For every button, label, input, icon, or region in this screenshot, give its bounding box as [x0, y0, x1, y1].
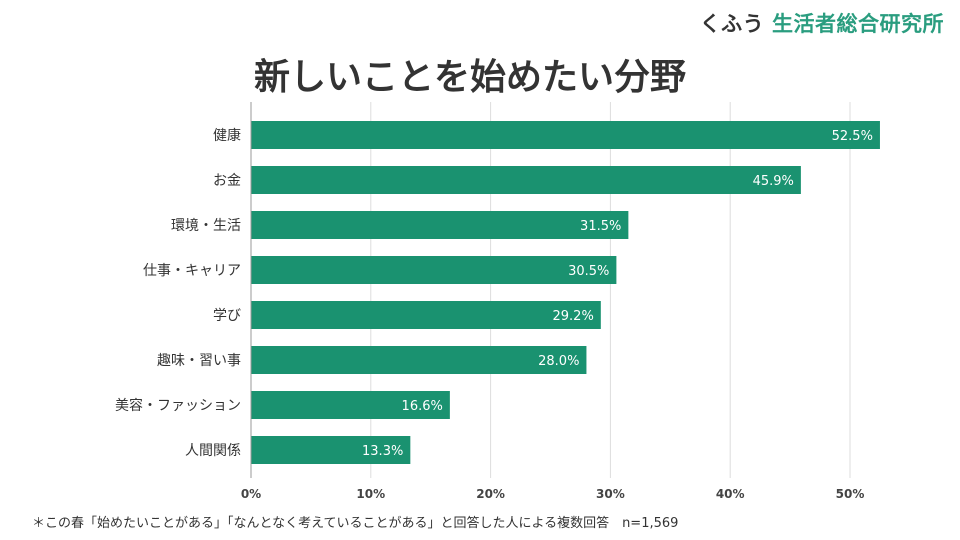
data-label: 31.5% — [580, 219, 621, 234]
bar — [251, 346, 587, 374]
category-label: 健康 — [213, 127, 241, 144]
category-label: お金 — [213, 173, 241, 189]
category-label: 環境・生活 — [171, 218, 241, 234]
chart-title-text: 新しいことを始めたい分野 — [253, 57, 686, 98]
data-label: 45.9% — [753, 174, 794, 189]
bar — [251, 121, 880, 149]
data-label: 13.3% — [362, 444, 403, 459]
data-label: 30.5% — [568, 264, 609, 279]
x-tick-label: 10% — [356, 487, 385, 501]
data-label: 52.5% — [832, 129, 873, 144]
category-label: 学び — [213, 308, 241, 324]
category-label: 仕事・キャリア — [143, 263, 241, 279]
x-tick-label: 30% — [596, 487, 625, 501]
data-label: 16.6% — [402, 399, 443, 414]
bar — [251, 391, 450, 419]
bar — [251, 436, 411, 464]
category-label: 人間関係 — [185, 443, 241, 459]
bar — [251, 301, 601, 329]
x-tick-label: 50% — [836, 487, 865, 501]
data-label: 28.0% — [538, 354, 579, 369]
chart-title: 新しいことを始めたい分野 — [0, 48, 960, 100]
x-tick-label: 20% — [476, 487, 505, 501]
logo-name: 生活者総合研究所 — [772, 12, 944, 36]
category-label: 趣味・習い事 — [157, 353, 241, 369]
bar — [251, 166, 801, 194]
footnote: ＊この春「始めたいことがある」「なんとなく考えていることがある」と回答した人によ… — [32, 516, 679, 531]
category-label: 美容・ファッション — [115, 397, 241, 414]
bar — [251, 256, 617, 284]
bar — [251, 211, 629, 239]
x-tick-label: 0% — [241, 487, 261, 501]
logo: くふう 生活者総合研究所 — [700, 8, 944, 38]
logo-prefix: くふう — [699, 12, 765, 36]
data-label: 29.2% — [553, 309, 594, 324]
x-tick-label: 40% — [716, 487, 745, 501]
